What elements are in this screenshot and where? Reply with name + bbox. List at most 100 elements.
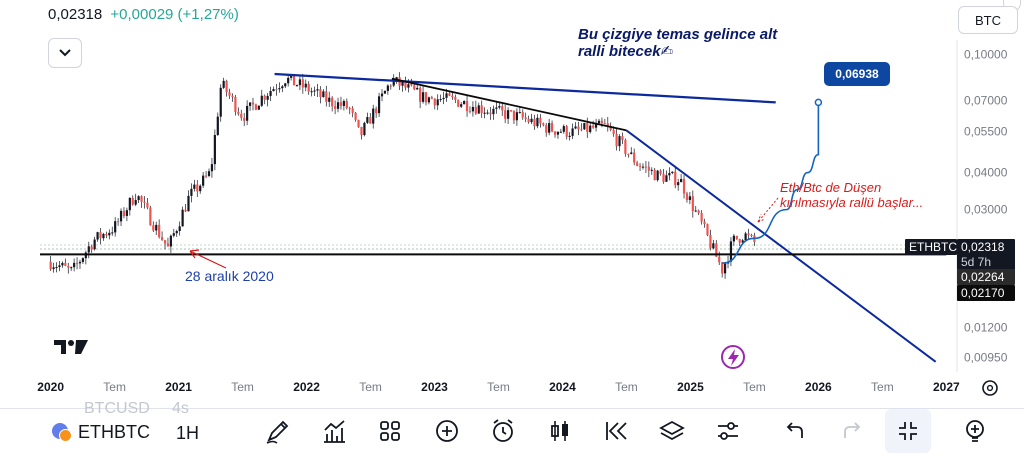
candle-body: [263, 95, 266, 100]
interval-selector[interactable]: 1H: [176, 423, 200, 443]
candle-body: [243, 117, 246, 121]
replay-button[interactable]: [599, 416, 633, 446]
candle-body: [366, 117, 369, 123]
symbol-list-prev[interactable]: BTCUSD 4s: [84, 400, 189, 417]
candle-body: [102, 233, 105, 239]
candle-body: [357, 119, 360, 127]
redo-button: [835, 416, 869, 446]
candle-body: [718, 256, 721, 263]
symbol-selector[interactable]: ETHBTC: [52, 422, 150, 443]
candle-body: [433, 98, 436, 106]
candle-body: [111, 232, 114, 234]
candles-button[interactable]: [543, 416, 577, 446]
candle-body: [574, 126, 577, 129]
collapse-button[interactable]: [48, 38, 82, 68]
price-tick-label: 0,00950: [964, 351, 1008, 365]
tradingview-logo: [54, 340, 88, 354]
candle-body: [594, 123, 598, 128]
price-quote: 0,02318 +0,00029 (+1,27%): [48, 6, 239, 23]
time-tick-label: 2025: [677, 380, 704, 394]
candle-body: [407, 84, 410, 88]
candle-body: [419, 87, 422, 102]
projection-path: [722, 102, 820, 264]
undo-button[interactable]: [778, 416, 812, 446]
layers-button[interactable]: [655, 416, 689, 446]
ideas-button[interactable]: [958, 416, 992, 446]
lightning-icon[interactable]: [721, 345, 745, 369]
time-tick-label: Tem: [743, 380, 766, 394]
candle-body: [548, 123, 551, 133]
candle-body: [78, 261, 82, 264]
layout-button[interactable]: [373, 416, 407, 446]
candle-body: [272, 89, 275, 92]
price-axis: 0,10000 0,07000 0,05500 0,04000 0,03000 0,012…: [905, 48, 1015, 365]
candle-body: [518, 112, 521, 114]
candle-body: [163, 240, 167, 244]
price-change: +0,00029 (+1,27%): [110, 6, 239, 23]
breakout-annotation: Eth/Btc de Düşen kırılmasıyla rallü başl…: [780, 180, 924, 210]
indicators-button[interactable]: [317, 416, 351, 446]
candle-body: [738, 239, 741, 243]
alert-button[interactable]: [486, 416, 520, 446]
candle-body: [603, 123, 606, 125]
redo-icon: [844, 422, 861, 438]
last-price-tag-bg: [957, 239, 1015, 255]
symbol-label: ETHBTC: [78, 422, 150, 442]
candle-body: [386, 85, 389, 91]
candle-body: [421, 92, 425, 102]
candle-body: [571, 128, 574, 136]
candle-body: [592, 125, 595, 128]
candle-body: [457, 99, 460, 107]
candle-body: [199, 185, 202, 192]
candle-body: [709, 235, 712, 249]
price-tick-label: 0,03000: [964, 203, 1008, 217]
currency-label: BTC: [975, 12, 1001, 28]
settings-button[interactable]: [711, 416, 745, 446]
candle-body: [125, 210, 129, 216]
candle-body: [656, 170, 659, 181]
candle-body: [700, 212, 703, 222]
candle-body: [486, 112, 489, 114]
level-2-tag-bg: [957, 285, 1015, 301]
axis-settings-icon[interactable]: [982, 380, 998, 396]
candle-body: [471, 106, 475, 112]
candle-body: [345, 101, 348, 109]
candle-body: [650, 169, 653, 171]
candle-body: [363, 122, 366, 135]
drawings-group[interactable]: [40, 72, 947, 363]
drawing-button[interactable]: [261, 416, 295, 446]
indicators-icon: [324, 420, 345, 443]
price-tick-label: 0,07000: [964, 94, 1008, 108]
candle-body: [682, 179, 686, 194]
candle-body: [723, 263, 727, 274]
candle-body: [474, 106, 477, 114]
add-button[interactable]: [430, 416, 464, 446]
date-arrow: [189, 249, 227, 269]
candle-body: [638, 165, 642, 167]
candle-body: [149, 207, 152, 226]
trendline-falling_wedge_top: [391, 77, 627, 132]
currency-button[interactable]: BTC: [958, 6, 1018, 34]
candle-body: [509, 110, 513, 112]
candle-body: [114, 221, 117, 233]
fullscreen-exit-button[interactable]: [885, 409, 931, 453]
candle-body: [269, 91, 272, 96]
candle-body: [395, 77, 398, 80]
candle-body: [55, 267, 58, 269]
trendline-breakdown_line: [625, 129, 937, 363]
target-price-label[interactable]: 0,06938: [824, 62, 890, 86]
candle-body: [504, 110, 507, 119]
candle-body: [618, 136, 621, 147]
trendline-descending_resistance: [274, 72, 776, 104]
candle-body: [468, 111, 472, 113]
candle-body: [512, 110, 516, 121]
candle-body: [360, 126, 363, 135]
candle-body: [158, 224, 161, 238]
candle-body: [228, 92, 231, 96]
chart-canvas[interactable]: 2020 Tem 2021 Tem 2022 Tem 2023 Tem 2024 Tem 2025 T…: [0, 0, 1024, 408]
candle-body: [612, 129, 615, 134]
candle-body: [671, 171, 674, 174]
candle-body: [492, 108, 495, 115]
candle-body: [677, 182, 680, 186]
candle-body: [665, 175, 668, 182]
